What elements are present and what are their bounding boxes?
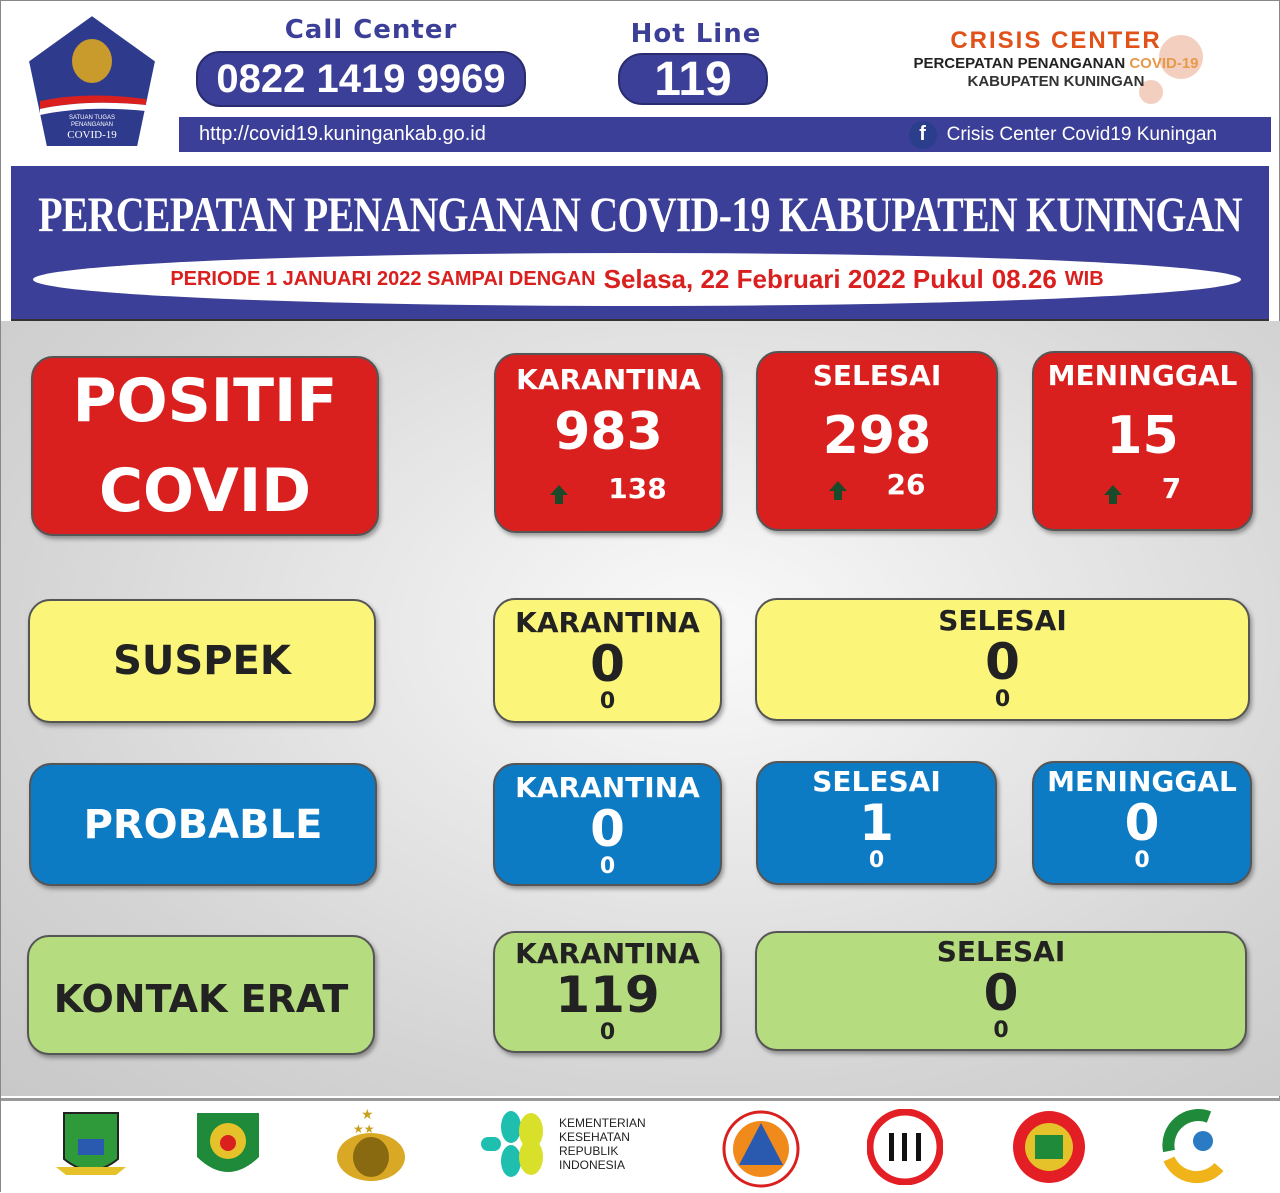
positif-label-1: POSITIF bbox=[72, 366, 338, 436]
kemenkes-logo: KEMENTERIAN KESEHATAN REPUBLIK INDONESIA bbox=[479, 1111, 646, 1177]
polri-logo-icon: ★★★ bbox=[337, 1106, 405, 1181]
kontak-erat-karantina-card: KARANTINA 119 0 bbox=[493, 931, 722, 1053]
website-link[interactable]: http://covid19.kuningankab.go.id bbox=[199, 123, 486, 145]
positif-karantina-card: KARANTINA 983 138 bbox=[494, 353, 723, 533]
kemenkes-text-2: KESEHATAN bbox=[559, 1130, 630, 1144]
card-delta: 0 bbox=[599, 1020, 616, 1045]
card-label: SELESAI bbox=[936, 935, 1066, 968]
kemenkes-text-3: REPUBLIK bbox=[559, 1144, 619, 1158]
card-label: KARANTINA bbox=[515, 771, 700, 804]
card-value: 15 bbox=[1106, 406, 1179, 466]
card-delta: 7 bbox=[1161, 472, 1182, 505]
svg-text:★: ★ bbox=[361, 1106, 374, 1122]
arrow-up-icon bbox=[1103, 485, 1122, 504]
card-delta: 0 bbox=[993, 1018, 1009, 1043]
idi-logo-icon bbox=[867, 1109, 943, 1185]
card-value: 0 bbox=[590, 635, 625, 693]
positif-category: POSITIF COVID bbox=[31, 356, 379, 536]
satgas-pentagon-icon bbox=[26, 13, 158, 148]
card-delta: 26 bbox=[886, 468, 926, 501]
card-label: KARANTINA bbox=[515, 606, 700, 639]
covid19-logo-icon bbox=[1162, 1109, 1224, 1184]
page-title: PERCEPATAN PENANGANAN COVID-19 KABUPATEN… bbox=[38, 186, 1243, 242]
facebook-link[interactable]: Crisis Center Covid19 Kuningan bbox=[946, 123, 1217, 145]
period-prefix: PERIODE 1 JANUARI 2022 SAMPAI DENGAN bbox=[170, 268, 596, 290]
positif-selesai-card: SELESAI 298 26 bbox=[756, 351, 998, 531]
crisis-sub2: KABUPATEN KUNINGAN bbox=[967, 73, 1145, 90]
kemenkes-text-1: KEMENTERIAN bbox=[559, 1116, 646, 1130]
kontak-erat-selesai-card: SELESAI 0 0 bbox=[755, 931, 1247, 1051]
period-ellipse: PERIODE 1 JANUARI 2022 SAMPAI DENGAN Sel… bbox=[33, 253, 1241, 306]
card-value: 119 bbox=[555, 966, 660, 1024]
crisis-title: CRISIS CENTER bbox=[950, 27, 1162, 54]
period-date: Selasa, 22 Februari 2022 Pukul bbox=[603, 264, 984, 294]
bnpb-logo-icon bbox=[722, 1110, 800, 1188]
kemenkes-icon bbox=[481, 1111, 543, 1177]
card-value: 1 bbox=[859, 794, 894, 852]
kuningan-regency-logo-icon bbox=[56, 1112, 126, 1175]
svg-text:★★: ★★ bbox=[353, 1122, 375, 1136]
probable-category: PROBABLE bbox=[29, 763, 377, 886]
card-label: SELESAI bbox=[812, 765, 941, 798]
kontak-erat-category: KONTAK ERAT bbox=[27, 935, 375, 1055]
logo-text-3: COVID-19 bbox=[67, 129, 117, 141]
crisis-sub1: PERCEPATAN PENANGANAN bbox=[913, 55, 1126, 72]
card-label: SELESAI bbox=[812, 359, 942, 392]
arrow-up-icon bbox=[828, 481, 847, 500]
suspek-karantina-card: KARANTINA 0 0 bbox=[493, 598, 722, 723]
card-label: MENINGGAL bbox=[1047, 359, 1238, 392]
card-delta: 0 bbox=[994, 687, 1011, 712]
logo-text-2: PENANGANAN bbox=[70, 122, 113, 128]
card-delta: 0 bbox=[599, 689, 616, 714]
virus-icon bbox=[1139, 35, 1203, 104]
logo-text-1: SATUAN TUGAS bbox=[68, 115, 116, 121]
positif-meninggal-card: MENINGGAL 15 7 bbox=[1032, 351, 1253, 531]
period-time: 08.26 bbox=[991, 264, 1057, 294]
kemenkes-text-4: INDONESIA bbox=[559, 1158, 626, 1172]
arrow-up-icon bbox=[550, 485, 569, 504]
call-center-label: Call Center bbox=[284, 15, 458, 45]
suspek-selesai-card: SELESAI 0 0 bbox=[755, 598, 1250, 721]
probable-karantina-card: KARANTINA 0 0 bbox=[493, 763, 722, 886]
kontak-erat-label: KONTAK ERAT bbox=[53, 977, 349, 1022]
card-label: MENINGGAL bbox=[1047, 765, 1237, 798]
partner-logos: ★ ★★ KEMENTERIAN KESEHATAN REPUBLIK INDON… bbox=[1, 1098, 1280, 1193]
card-label: KARANTINA bbox=[515, 937, 700, 970]
probable-meninggal-card: MENINGGAL 0 0 bbox=[1032, 761, 1252, 885]
period-tz: WIB bbox=[1064, 268, 1104, 290]
probable-selesai-card: SELESAI 1 0 bbox=[756, 761, 997, 885]
probable-label: PROBABLE bbox=[83, 801, 323, 848]
card-label: KARANTINA bbox=[516, 363, 701, 396]
siliwangi-logo-icon bbox=[197, 1113, 259, 1172]
card-delta: 138 bbox=[608, 472, 667, 505]
hotline-number[interactable]: 119 bbox=[618, 53, 768, 106]
info-bar: http://covid19.kuningankab.go.id f Crisi… bbox=[179, 117, 1271, 152]
suspek-category: SUSPEK bbox=[28, 599, 376, 723]
card-label: SELESAI bbox=[938, 604, 1067, 637]
card-value: 0 bbox=[983, 964, 1019, 1022]
card-value: 983 bbox=[554, 402, 663, 462]
card-delta: 0 bbox=[868, 848, 885, 873]
hotline-label: Hot Line bbox=[630, 19, 762, 49]
card-delta: 0 bbox=[1134, 848, 1150, 873]
card-value: 0 bbox=[985, 633, 1020, 691]
call-center-number[interactable]: 0822 1419 9969 bbox=[196, 51, 526, 107]
card-delta: 0 bbox=[599, 854, 616, 879]
crisis-center-logo: CRISIS CENTER PERCEPATAN PENANGANAN COVI… bbox=[871, 27, 1241, 111]
card-value: 298 bbox=[822, 406, 932, 466]
suspek-label: SUSPEK bbox=[113, 638, 291, 684]
crisis-sub1-accent: COVID-19 bbox=[1129, 55, 1199, 72]
ppni-logo-icon bbox=[1013, 1111, 1085, 1183]
title-banner: PERCEPATAN PENANGANAN COVID-19 KABUPATEN… bbox=[11, 166, 1269, 319]
card-value: 0 bbox=[590, 800, 625, 858]
card-value: 0 bbox=[1124, 794, 1160, 852]
positif-label-2: COVID bbox=[99, 456, 311, 526]
facebook-icon: f bbox=[908, 120, 937, 149]
satgas-logo: SATUAN TUGAS PENANGANAN COVID-19 bbox=[26, 13, 158, 151]
